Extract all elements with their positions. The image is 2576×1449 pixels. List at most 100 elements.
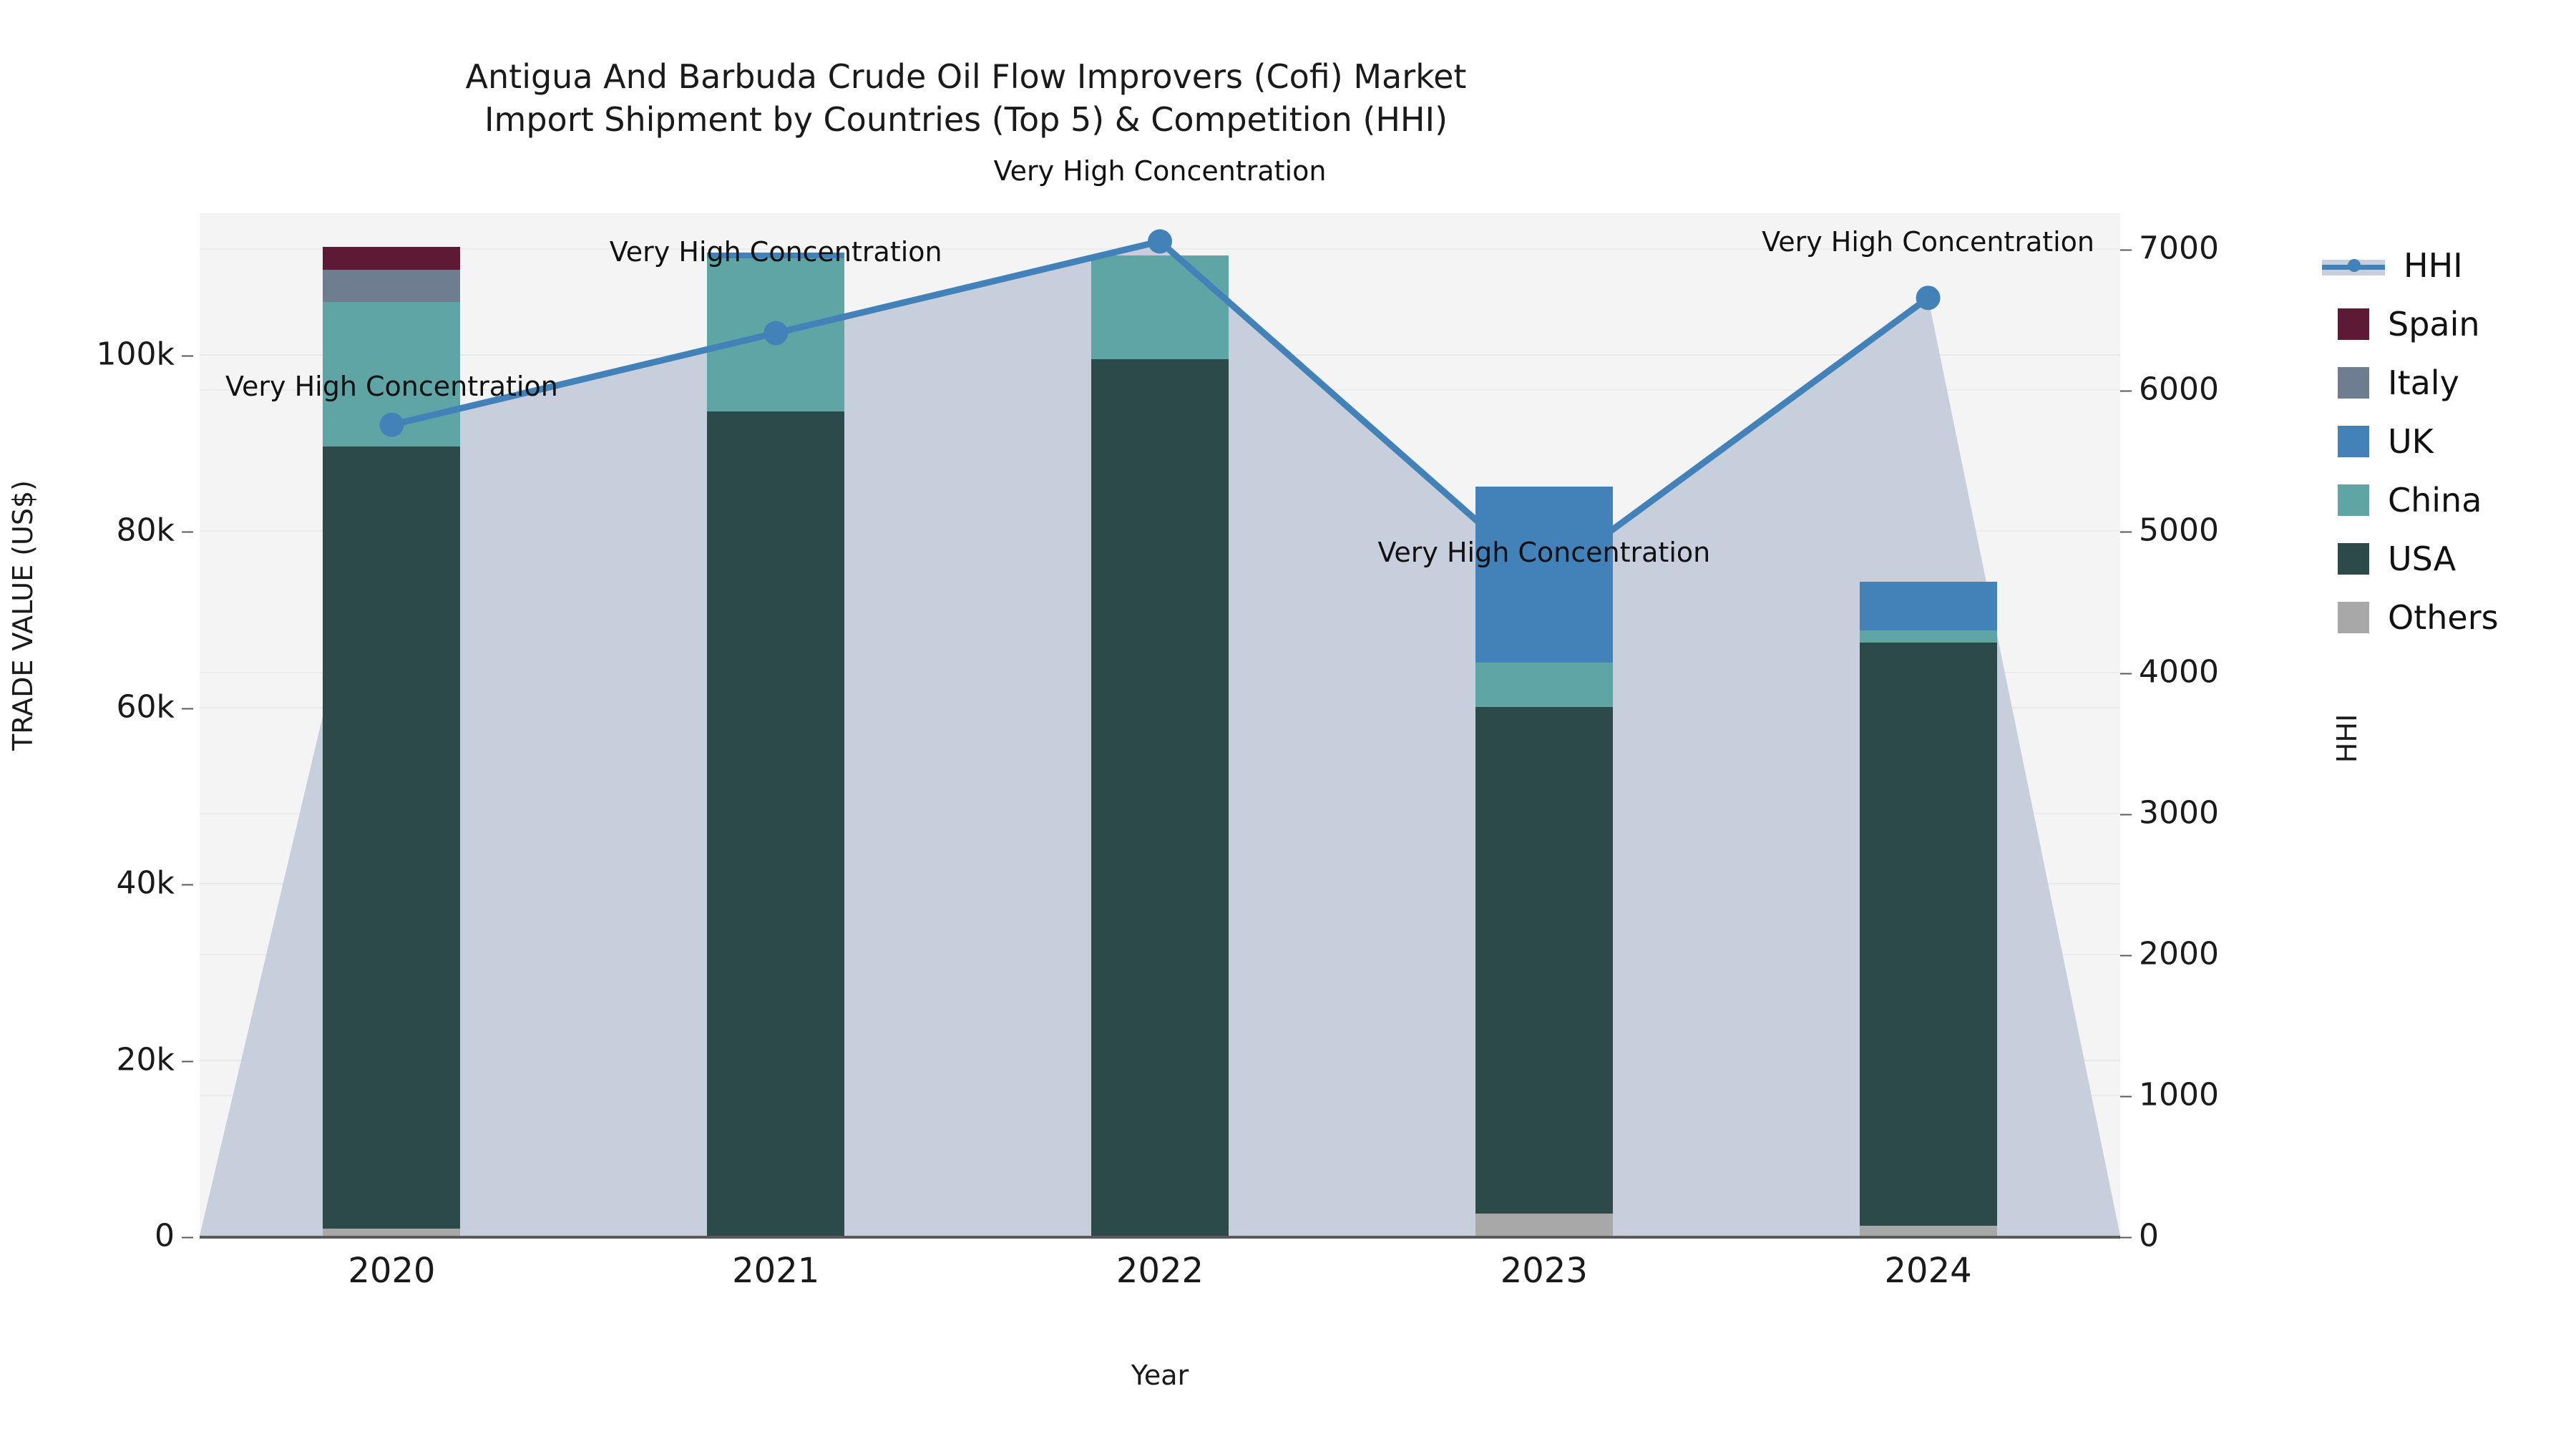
y-axis-left-tick: 0 (155, 1218, 193, 1254)
legend: HHI Spain Italy UK China USA Others (2322, 236, 2572, 647)
y-axis-right-tick: 6000 (2120, 371, 2219, 408)
y-axis-left-ticks: 0 20k 40k 60k 80k 100k (43, 0, 193, 1449)
y-axis-right-label: HHI (2331, 713, 2363, 763)
y-axis-right-tick-label: 3000 (2139, 794, 2219, 831)
legend-item-usa[interactable]: USA (2322, 530, 2572, 588)
legend-item-uk[interactable]: UK (2322, 412, 2572, 471)
legend-swatch (2338, 543, 2369, 575)
tick-dash (2120, 673, 2132, 675)
chart-title: Antigua And Barbuda Crude Oil Flow Impro… (0, 56, 1932, 142)
y-axis-right-tick: 7000 (2120, 230, 2219, 267)
x-axis-label: Year (1131, 1360, 1189, 1391)
tick-dash (2120, 1096, 2132, 1098)
tick-dash (182, 884, 193, 886)
y-axis-right-tick-label: 5000 (2139, 512, 2219, 549)
y-axis-left-label: TRADE VALUE (US$) (7, 480, 39, 751)
bar-segment[interactable] (323, 1229, 461, 1236)
x-axis-tick-2022: 2022 (1116, 1251, 1204, 1291)
legend-swatch (2338, 308, 2369, 340)
bar-segment[interactable] (1859, 642, 1997, 1226)
y-axis-right-tick: 1000 (2120, 1076, 2219, 1113)
tick-dash (2120, 249, 2132, 251)
y-axis-right-tick: 5000 (2120, 512, 2219, 549)
bar-segment[interactable] (707, 411, 845, 1236)
chart-title-line-1: Antigua And Barbuda Crude Oil Flow Impro… (465, 57, 1467, 96)
y-axis-right-tick-label: 4000 (2139, 653, 2219, 691)
concentration-annotation: Very High Concentration (993, 155, 1327, 187)
y-axis-right-tick-label: 2000 (2139, 935, 2219, 972)
x-axis-line (200, 1236, 2120, 1239)
bar-segment[interactable] (323, 447, 461, 1229)
tick-dash (2120, 531, 2132, 533)
legend-label: USA (2388, 540, 2457, 578)
y-axis-left-tick-label: 20k (116, 1041, 175, 1078)
bar-segment[interactable] (1091, 255, 1229, 360)
y-axis-right-tick: 2000 (2120, 935, 2219, 972)
tick-dash (2120, 955, 2132, 957)
legend-item-italy[interactable]: Italy (2322, 353, 2572, 412)
bar-segment[interactable] (1091, 359, 1229, 1236)
tick-dash (182, 1060, 193, 1063)
legend-label: China (2388, 481, 2482, 519)
x-axis-tick-2024: 2024 (1884, 1251, 1972, 1291)
bar-segment[interactable] (707, 258, 845, 412)
legend-label: Spain (2388, 305, 2480, 343)
tick-dash (2120, 390, 2132, 392)
legend-item-hhi[interactable]: HHI (2322, 236, 2572, 295)
bar-segment[interactable] (1475, 1214, 1613, 1236)
y-axis-right-tick-label: 6000 (2139, 371, 2219, 408)
y-axis-left-tick-label: 60k (116, 688, 175, 726)
bar-segment[interactable] (1475, 706, 1613, 1214)
x-axis-tick-2020: 2020 (348, 1251, 436, 1291)
y-axis-right-tick-label: 0 (2139, 1217, 2159, 1254)
y-axis-right-tick-label: 1000 (2139, 1076, 2219, 1113)
bar-segment[interactable] (323, 246, 461, 270)
y-axis-left-tick: 80k (117, 512, 193, 549)
y-axis-left-tick-label: 40k (116, 864, 175, 902)
legend-swatch (2338, 426, 2369, 457)
bar-segment[interactable] (1859, 630, 1997, 643)
x-axis-tick-2021: 2021 (732, 1251, 820, 1291)
y-axis-right-tick: 3000 (2120, 794, 2219, 831)
legend-swatch (2338, 367, 2369, 399)
y-axis-left-tick: 100k (97, 336, 193, 373)
tick-dash (182, 708, 193, 710)
y-axis-right-tick: 4000 (2120, 653, 2219, 690)
tick-dash (2120, 814, 2132, 816)
y-axis-left-tick-label: 100k (96, 336, 175, 373)
y-axis-left-tick: 20k (117, 1041, 193, 1078)
legend-swatch (2338, 484, 2369, 516)
y-axis-right-tick-label: 7000 (2139, 230, 2219, 267)
tick-dash (182, 531, 193, 533)
y-axis-left-tick: 40k (117, 865, 193, 902)
bar-segment[interactable] (1859, 1226, 1997, 1236)
x-axis-tick-2023: 2023 (1500, 1251, 1588, 1291)
y-axis-left-tick-label: 80k (116, 512, 175, 549)
chart-title-line-2: Import Shipment by Countries (Top 5) & C… (484, 99, 1448, 139)
tick-dash (2120, 1236, 2132, 1239)
legend-label: Others (2388, 598, 2499, 637)
tick-dash (182, 1236, 193, 1239)
legend-line-dot (2348, 259, 2361, 272)
bar-segment[interactable] (1859, 581, 1997, 630)
legend-label: UK (2388, 422, 2434, 461)
tick-dash (182, 355, 193, 357)
legend-item-spain[interactable]: Spain (2322, 295, 2572, 353)
bar-segment[interactable] (1475, 486, 1613, 663)
legend-swatch (2338, 602, 2369, 633)
concentration-annotation: Very High Concentration (225, 370, 558, 402)
y-axis-right-tick: 0 (2120, 1218, 2159, 1254)
bar-segment[interactable] (1475, 663, 1613, 707)
legend-label: Italy (2388, 364, 2459, 402)
y-axis-left-tick: 60k (117, 688, 193, 725)
concentration-annotation: Very High Concentration (609, 235, 942, 268)
y-axis-left-tick-label: 0 (155, 1217, 175, 1254)
concentration-annotation: Very High Concentration (1377, 537, 1711, 569)
legend-item-china[interactable]: China (2322, 471, 2572, 530)
legend-line-marker (2322, 250, 2385, 281)
concentration-annotation: Very High Concentration (1762, 226, 2095, 258)
bar-segment[interactable] (323, 269, 461, 303)
legend-item-others[interactable]: Others (2322, 588, 2572, 647)
y-axis-right-ticks: 0 1000 2000 3000 4000 5000 6000 7000 (2120, 0, 2335, 1449)
